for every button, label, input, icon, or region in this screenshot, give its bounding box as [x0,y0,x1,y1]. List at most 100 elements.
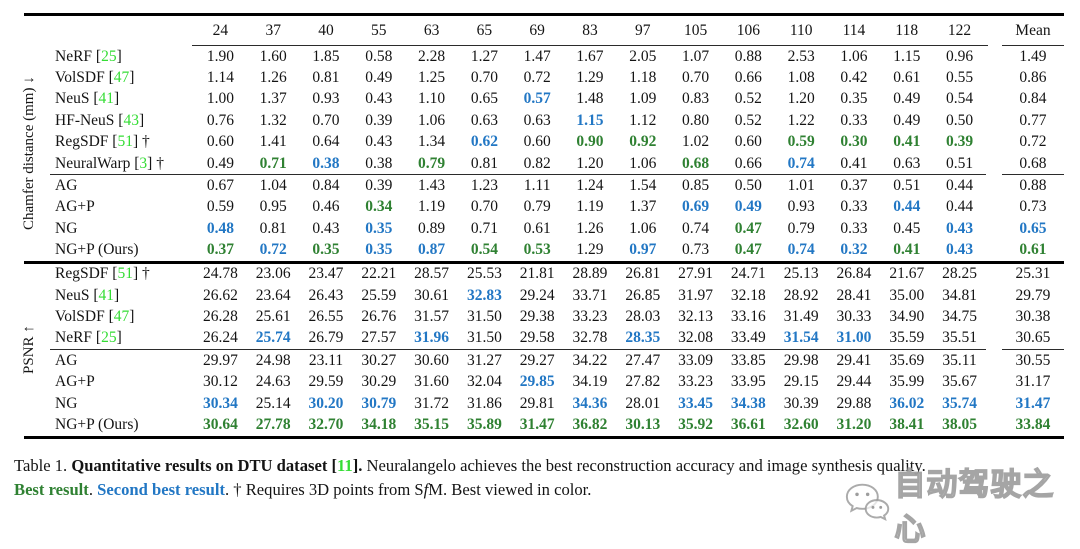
table-cell: 0.50 [734,177,762,195]
table-cell: 0.62 [470,133,498,151]
mean-cell: 30.55 [1015,351,1051,369]
caption-segment: Table 1. [14,456,72,475]
chamfer-axis-label: Chamfer distance (mm) ↓ [21,76,37,231]
mean-cell: 0.86 [1019,69,1047,87]
table-cell: 0.52 [734,111,762,129]
caption-segment: Second best result [97,479,225,499]
table-cell: 2.28 [418,47,446,65]
table-cell: 25.53 [466,265,502,283]
table-row: NeRF [25] 1.90 1.60 1.85 0.58 2.28 1.27 1.47 1.6… [24,46,1064,67]
table-cell: 0.80 [682,111,710,129]
table-cell: 0.70 [682,69,710,87]
mean-cell: 0.68 [1019,154,1047,172]
citation-link[interactable]: 41 [98,286,115,304]
watermark: 自动驾驶之心 [843,459,1080,549]
table-cell: 1.20 [787,90,815,108]
table-cell: 0.79 [418,154,446,172]
table-cell: 1.26 [576,219,604,237]
down-arrow-icon: ↓ [21,76,37,85]
caption-segment[interactable]: 11 [337,456,353,475]
table-cell: 1.04 [259,177,287,195]
table-cell: 0.71 [259,154,287,172]
table-cell: 29.15 [783,373,819,391]
table-cell: 26.81 [625,265,661,283]
table-cell: 29.98 [783,351,819,369]
table-cell: 26.24 [202,329,238,347]
citation-link[interactable]: 41 [98,90,115,108]
table-cell: 0.81 [312,69,340,87]
column-header: 110 [789,21,813,39]
table-cell: 0.70 [470,198,498,216]
table-cell: 38.05 [942,415,977,433]
citation-link[interactable]: 51 [117,133,133,151]
table-cell: 0.45 [893,219,921,237]
table-cell: 30.39 [783,394,819,412]
table-cell: 32.13 [678,307,713,325]
citation-link[interactable]: 51 [117,265,133,283]
column-header: 55 [371,21,387,39]
table-cell: 29.41 [836,351,872,369]
mean-cell: 1.49 [1019,47,1047,65]
citation-link[interactable]: 47 [113,69,130,87]
table-cell: 36.82 [572,415,608,433]
psnr-section: RegSDF [51] † 24.78 23.06 23.47 22.21 28.57 25… [24,264,1064,436]
table-cell: 0.48 [206,219,234,237]
table-cell: 32.78 [572,329,608,347]
row-label: HF-NeuS [43] [55,111,145,129]
table-row: VolSDF [47] 1.14 1.26 0.81 0.49 1.25 0.70 0.72 1… [24,67,1064,88]
table-cell: 1.90 [206,47,234,65]
table-cell: 28.41 [836,286,872,304]
table-cell: 26.84 [836,265,872,283]
caption-segment: ]. [352,456,367,475]
table-cell: 1.29 [576,241,604,259]
mean-cell: 0.77 [1019,111,1047,129]
table-cell: 0.87 [418,241,446,259]
table-cell: 1.08 [787,69,815,87]
citation-link[interactable]: 43 [123,111,139,129]
table-cell: 26.62 [202,286,238,304]
table-row: NG+P (Ours) 0.37 0.72 0.35 0.35 0.87 0.54 0.53 1… [24,240,1064,261]
table-cell: 0.74 [787,154,815,172]
table-cell: 32.04 [466,373,502,391]
mean-cell: 30.65 [1015,329,1051,347]
table-cell: 1.25 [418,69,446,87]
table-cell: 35.69 [889,351,925,369]
table-cell: 0.54 [470,241,498,259]
table-cell: 30.29 [361,373,397,391]
table-cell: 0.61 [893,69,921,87]
table-cell: 30.64 [202,415,238,433]
table-cell: 0.59 [787,133,815,151]
table-cell: 0.76 [206,111,234,129]
table-cell: 1.00 [206,90,234,108]
row-label: AG+P [55,198,95,216]
column-header: 97 [635,21,651,39]
table-cell: 31.72 [414,394,450,412]
table-cell: 27.91 [678,265,713,283]
results-table: 24 37 40 55 63 65 69 83 97 105 106 110 114 118 122 Mean… [24,13,1064,439]
table-cell: 24.78 [202,265,238,283]
table-cell: 0.79 [787,219,815,237]
citation-link[interactable]: 25 [101,329,117,347]
table-cell: 0.66 [734,154,762,172]
table-cell: 1.15 [893,47,921,65]
table-cell: 27.57 [361,329,397,347]
table-cell: 29.81 [519,394,555,412]
table-cell: 1.26 [259,69,287,87]
citation-link[interactable]: 47 [113,307,130,325]
mean-column-header: Mean [1015,21,1051,39]
table-cell: 29.38 [519,307,555,325]
table-cell: 0.53 [523,241,551,259]
table-cell: 28.57 [414,265,450,283]
row-label: VolSDF [47] [55,307,135,325]
citation-link[interactable]: 25 [101,47,117,65]
citation-link[interactable]: 3 [139,154,148,172]
table-cell: 0.35 [312,241,340,259]
table-cell: 0.54 [945,90,974,108]
table-cell: 26.79 [308,329,344,347]
table-cell: 30.27 [361,351,397,369]
caption-segment: [ [331,456,338,475]
table-cell: 0.74 [787,241,815,259]
table-cell: 32.60 [783,415,819,433]
table-cell: 31.50 [466,329,502,347]
table-cell: 0.39 [365,111,393,129]
